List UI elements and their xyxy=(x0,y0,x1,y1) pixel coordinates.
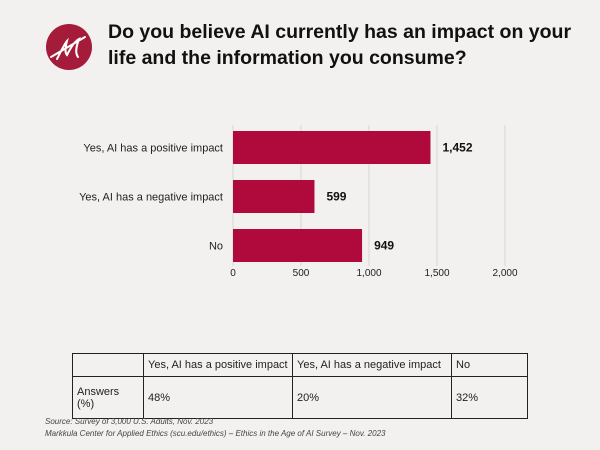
source-note: Source: Survey of 3,000 U.S. Adults, Nov… xyxy=(45,417,214,426)
table-header-cell: No xyxy=(451,353,528,377)
table-cell: 20% xyxy=(292,376,452,419)
x-tick-label: 1,500 xyxy=(424,268,449,279)
table-header-cell: Yes, AI has a positive impact xyxy=(143,353,293,377)
table-header-cell: Yes, AI has a negative impact xyxy=(292,353,452,377)
footer: Source: Survey of 3,000 U.S. Adults, Nov… xyxy=(45,416,385,440)
answers-table: Yes, AI has a positive impact Yes, AI ha… xyxy=(72,353,528,419)
table-header-cell xyxy=(72,353,144,377)
category-label: No xyxy=(209,241,223,253)
bar xyxy=(233,131,431,164)
credit-note: Markkula Center for Applied Ethics (scu.… xyxy=(45,429,386,438)
table-row: Answers (%) 48% 20% 32% xyxy=(72,376,528,419)
page-title: Do you believe AI currently has an impac… xyxy=(108,21,572,69)
x-tick-label: 1,000 xyxy=(356,268,381,279)
markkula-logo xyxy=(46,24,92,70)
table-cell: 32% xyxy=(451,376,528,419)
data-label: 949 xyxy=(374,239,394,253)
bar xyxy=(233,180,315,213)
category-label: Yes, AI has a negative impact xyxy=(79,192,223,204)
table-row-label: Answers (%) xyxy=(72,376,144,419)
bar-chart: 0 500 1,000 1,500 2,000 1,452 Yes, AI has a po… xyxy=(79,125,518,279)
data-label: 1,452 xyxy=(442,141,472,155)
bar xyxy=(233,229,363,262)
x-tick-label: 0 xyxy=(230,268,236,279)
category-label: Yes, AI has a positive impact xyxy=(83,143,223,155)
x-tick-label: 500 xyxy=(293,268,310,279)
table-header-row: Yes, AI has a positive impact Yes, AI ha… xyxy=(72,353,528,377)
data-label: 599 xyxy=(326,190,346,204)
x-tick-label: 2,000 xyxy=(492,268,517,279)
table-cell: 48% xyxy=(143,376,293,419)
